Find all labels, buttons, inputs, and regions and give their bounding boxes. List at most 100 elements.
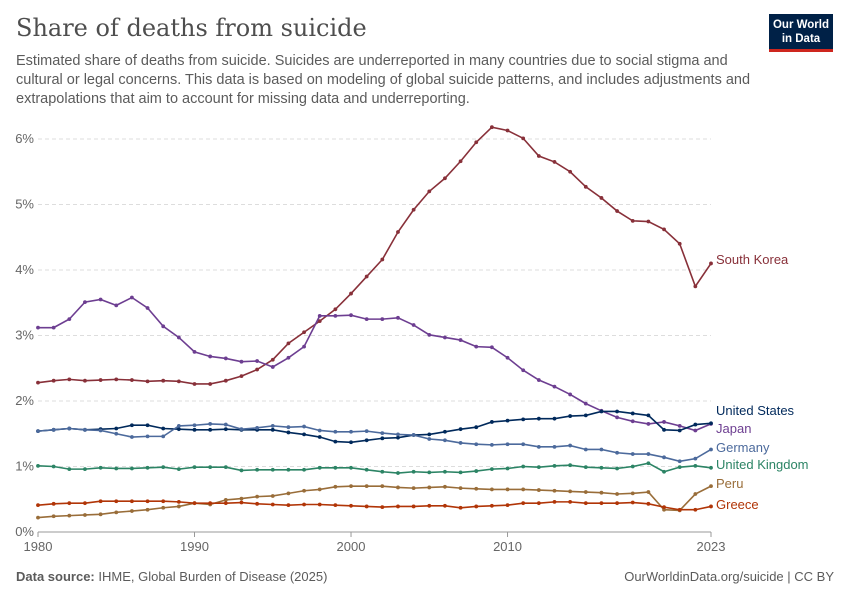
data-point-germany bbox=[286, 425, 291, 430]
data-point-japan bbox=[98, 297, 103, 302]
data-point-united-states bbox=[443, 429, 447, 434]
data-point-south-korea bbox=[161, 378, 166, 383]
data-point-peru bbox=[474, 486, 479, 491]
data-point-peru bbox=[114, 510, 119, 515]
data-point-united-kingdom bbox=[677, 465, 682, 470]
data-point-united-kingdom bbox=[192, 465, 197, 470]
footer-link[interactable]: OurWorldinData.org/suicide | CC BY bbox=[624, 569, 834, 584]
data-point-peru bbox=[286, 491, 291, 496]
data-point-united-states bbox=[677, 428, 682, 433]
data-point-south-korea bbox=[176, 379, 181, 384]
data-point-south-korea bbox=[317, 319, 322, 323]
data-point-united-states bbox=[192, 427, 197, 432]
data-point-south-korea bbox=[458, 159, 463, 164]
data-point-germany bbox=[646, 452, 651, 456]
data-point-south-korea bbox=[364, 274, 369, 279]
data-point-germany bbox=[67, 426, 72, 431]
data-point-peru bbox=[380, 484, 385, 489]
data-point-peru bbox=[583, 490, 588, 494]
data-point-united-kingdom bbox=[709, 465, 713, 470]
data-point-germany bbox=[411, 433, 416, 437]
data-point-united-states bbox=[223, 427, 228, 432]
data-point-peru bbox=[489, 487, 494, 492]
data-point-japan bbox=[474, 344, 479, 349]
data-point-united-kingdom bbox=[98, 465, 103, 470]
data-point-united-kingdom bbox=[458, 470, 463, 475]
data-point-japan bbox=[505, 355, 510, 360]
data-point-greece bbox=[317, 502, 322, 507]
data-point-germany bbox=[36, 429, 40, 434]
data-point-germany bbox=[396, 432, 400, 437]
data-point-japan bbox=[255, 359, 260, 363]
data-point-united-states bbox=[286, 430, 291, 435]
data-point-greece bbox=[208, 501, 213, 506]
data-point-japan bbox=[286, 355, 291, 360]
series-label-united-kingdom: United Kingdom bbox=[716, 457, 809, 472]
data-point-greece bbox=[83, 501, 87, 506]
data-point-greece bbox=[349, 503, 353, 508]
data-point-germany bbox=[208, 422, 213, 426]
data-point-south-korea bbox=[208, 382, 213, 386]
data-point-greece bbox=[458, 505, 463, 510]
data-point-united-kingdom bbox=[239, 468, 244, 473]
data-point-peru bbox=[662, 507, 666, 512]
data-point-germany bbox=[583, 447, 588, 452]
data-point-united-kingdom bbox=[646, 461, 651, 466]
data-point-south-korea bbox=[98, 378, 103, 382]
data-point-south-korea bbox=[333, 307, 338, 312]
data-point-japan bbox=[83, 300, 87, 304]
data-point-germany bbox=[51, 427, 56, 432]
data-point-greece bbox=[709, 504, 713, 509]
data-point-south-korea bbox=[223, 378, 228, 383]
data-point-japan bbox=[489, 345, 494, 350]
data-point-greece bbox=[380, 505, 385, 510]
data-point-germany bbox=[630, 452, 635, 456]
data-point-united-kingdom bbox=[505, 466, 510, 471]
data-point-south-korea bbox=[646, 219, 651, 224]
data-point-peru bbox=[302, 488, 306, 493]
data-point-united-kingdom bbox=[349, 465, 353, 470]
data-point-japan bbox=[302, 344, 306, 349]
data-point-united-kingdom bbox=[615, 466, 619, 471]
data-point-germany bbox=[677, 459, 682, 464]
data-point-peru bbox=[349, 484, 353, 489]
data-point-peru bbox=[443, 484, 447, 489]
data-point-japan bbox=[161, 324, 166, 329]
data-point-united-kingdom bbox=[599, 465, 604, 470]
data-point-south-korea bbox=[51, 378, 56, 383]
data-point-japan bbox=[130, 295, 134, 300]
data-point-united-kingdom bbox=[114, 466, 119, 471]
data-point-greece bbox=[536, 501, 541, 506]
data-point-germany bbox=[161, 434, 166, 439]
data-point-japan bbox=[427, 332, 432, 337]
data-point-germany bbox=[223, 422, 228, 427]
data-point-south-korea bbox=[396, 230, 400, 234]
data-point-japan bbox=[521, 368, 526, 373]
data-point-japan bbox=[317, 313, 322, 318]
data-point-peru bbox=[255, 494, 260, 499]
data-point-greece bbox=[443, 503, 447, 508]
data-point-peru bbox=[223, 498, 228, 502]
chart-title: Share of deaths from suicide bbox=[16, 14, 367, 42]
data-point-peru bbox=[270, 494, 275, 498]
data-point-germany bbox=[662, 455, 666, 460]
series-line-united-states bbox=[37, 410, 712, 444]
data-point-japan bbox=[145, 306, 150, 310]
data-point-united-states bbox=[145, 423, 150, 428]
data-point-greece bbox=[693, 507, 698, 512]
data-point-peru bbox=[317, 487, 322, 492]
data-point-germany bbox=[364, 429, 369, 434]
series-line-greece bbox=[37, 500, 712, 511]
data-point-greece bbox=[145, 499, 150, 504]
data-point-germany bbox=[568, 443, 573, 448]
data-point-peru bbox=[630, 491, 635, 496]
data-point-japan bbox=[630, 419, 635, 424]
data-point-japan bbox=[615, 415, 619, 420]
data-point-united-states bbox=[317, 435, 322, 439]
data-point-united-states bbox=[693, 422, 698, 427]
data-point-south-korea bbox=[411, 207, 416, 212]
series-line-south-korea bbox=[37, 126, 712, 385]
data-point-germany bbox=[255, 425, 260, 430]
owid-logo[interactable]: Our World in Data bbox=[769, 14, 833, 52]
data-point-south-korea bbox=[677, 241, 682, 246]
